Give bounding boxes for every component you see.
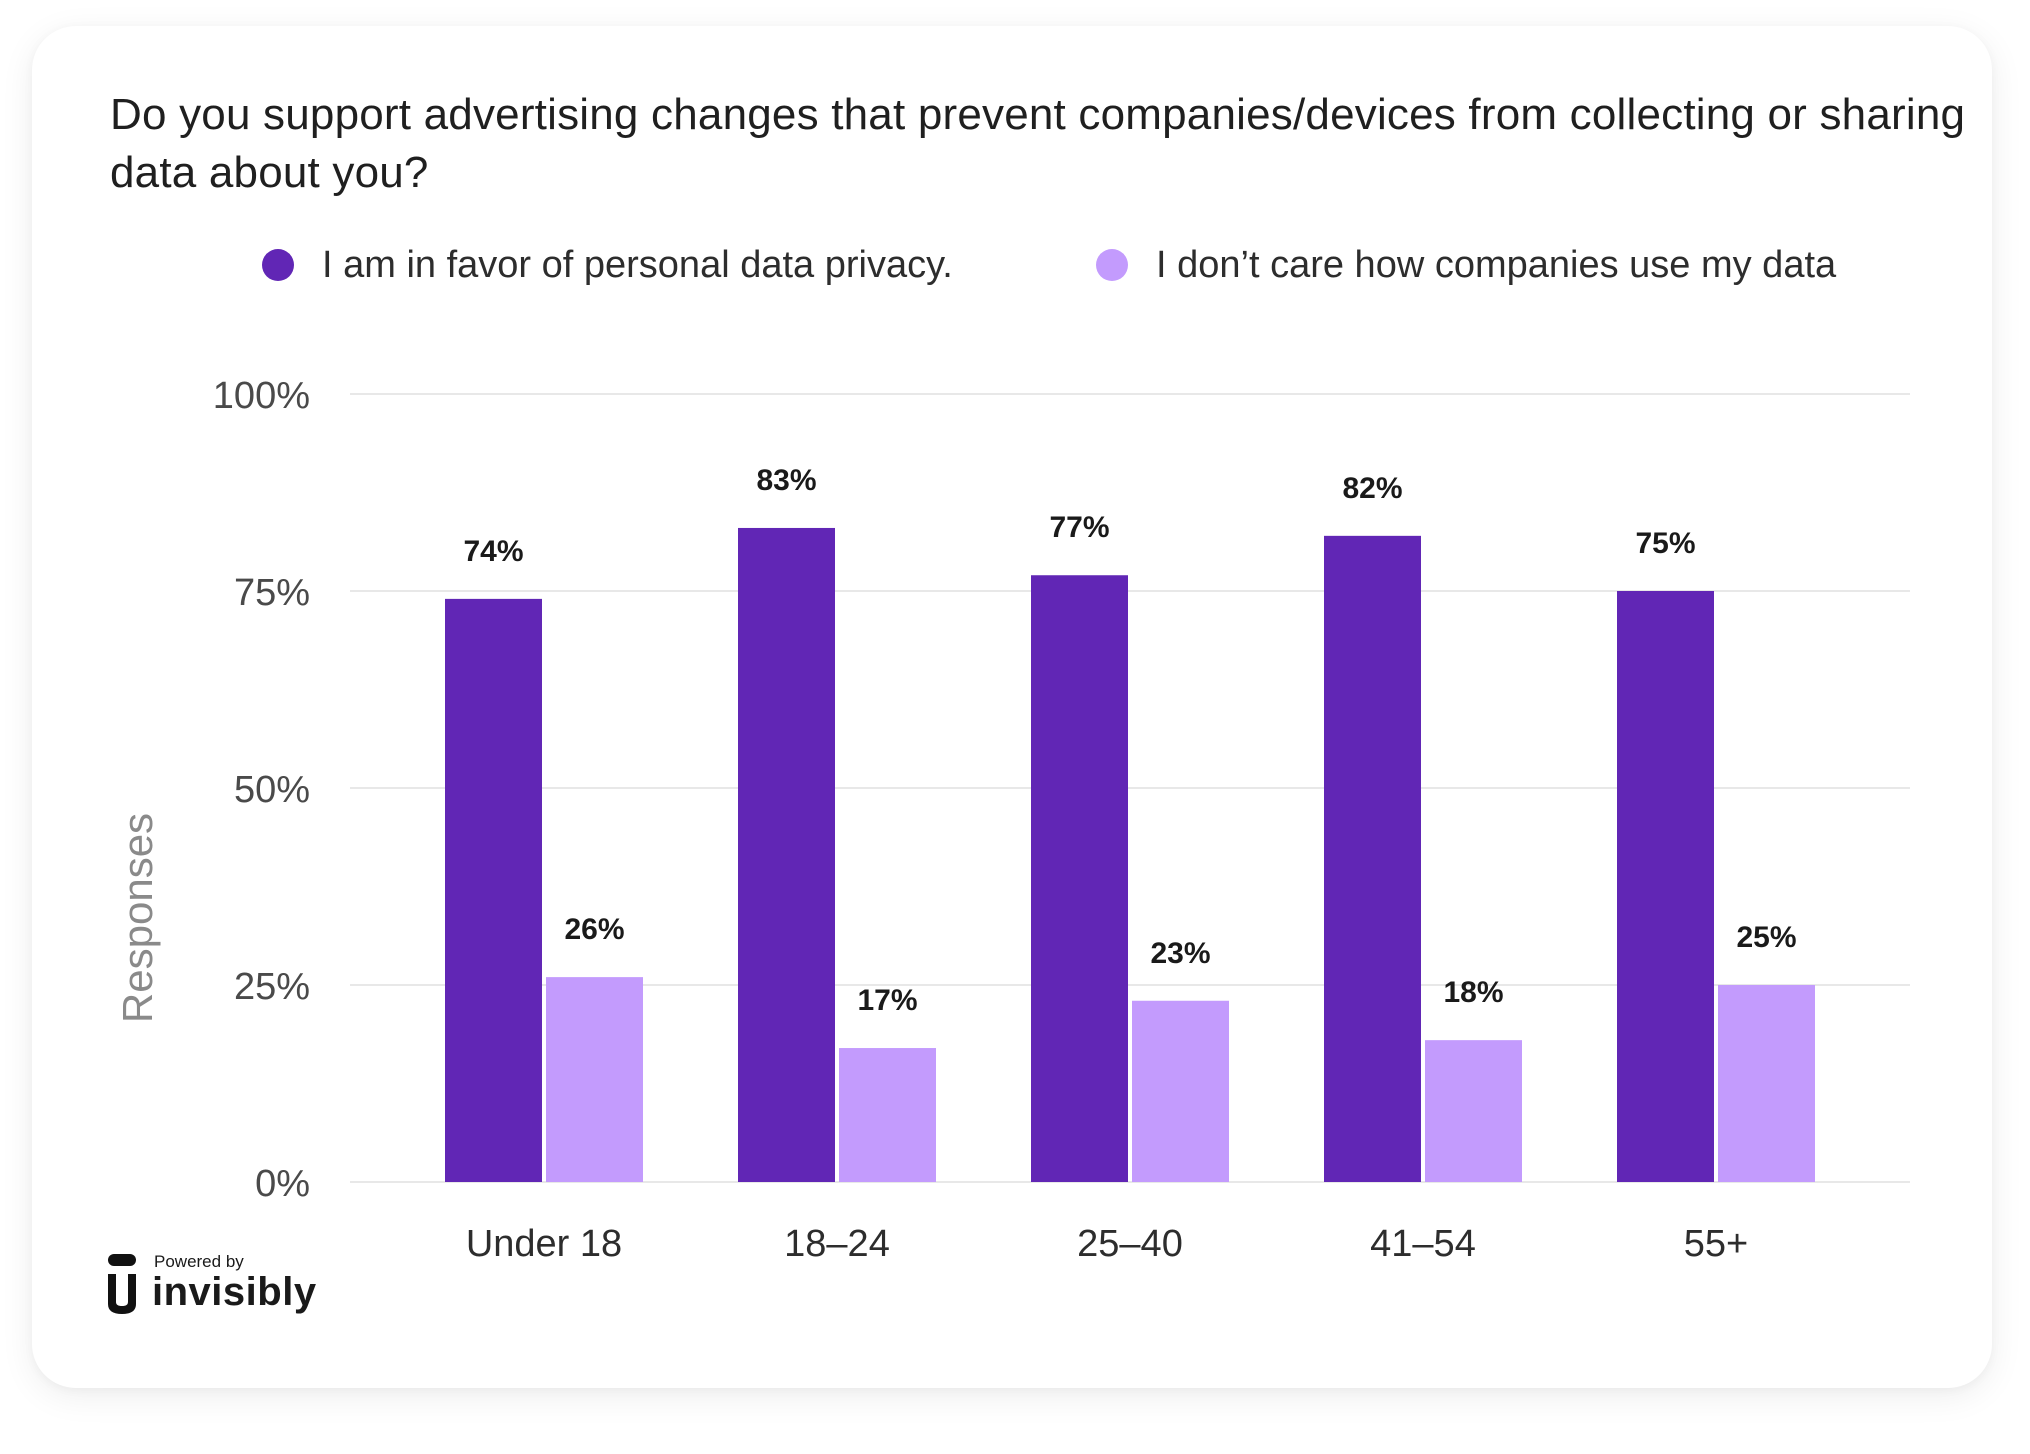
invisibly-logo: Powered by invisibly [108,1252,328,1324]
data-label: 75% [1635,527,1695,560]
data-label: 17% [857,984,917,1017]
legend-swatch-privacy [262,249,294,281]
data-label: 26% [564,913,624,946]
legend-label-privacy: I am in favor of personal data privacy. [322,243,953,286]
bar [1617,591,1714,1182]
chart-legend: I am in favor of personal data privacy. … [0,240,2030,290]
bar [445,598,542,1182]
data-label: 18% [1443,976,1503,1009]
bar [1324,535,1421,1182]
legend-item-privacy: I am in favor of personal data privacy. [262,240,953,290]
y-tick-label: 0% [255,1163,310,1205]
legend-swatch-dont-care [1096,249,1128,281]
bar [1718,985,1815,1182]
data-label: 83% [756,464,816,497]
x-tick-label: 18–24 [784,1223,890,1265]
y-tick-label: 25% [234,966,310,1008]
data-label: 82% [1342,472,1402,505]
bar [839,1048,936,1182]
bar [1031,575,1128,1182]
y-tick-label: 75% [234,572,310,614]
x-tick-label: 41–54 [1370,1223,1476,1265]
chart-title: Do you support advertising changes that … [110,90,1966,197]
bar [546,977,643,1182]
data-label: 74% [463,535,523,568]
bar [738,527,835,1182]
legend-item-dont-care: I don’t care how companies use my data [1096,240,1836,290]
bar [1132,1000,1229,1182]
data-label: 25% [1736,921,1796,954]
brand-name: invisibly [152,1270,317,1314]
data-label: 23% [1150,937,1210,970]
x-tick-label: Under 18 [466,1223,622,1265]
invisibly-logo-icon [108,1254,136,1314]
y-axis-label: Responses [114,813,161,1023]
x-tick-label: 25–40 [1077,1223,1183,1265]
y-tick-label: 50% [234,769,310,811]
x-tick-label: 55+ [1684,1223,1748,1265]
y-tick-label: 100% [213,375,310,417]
powered-by-text: Powered by [154,1252,244,1271]
bar [1425,1040,1522,1182]
legend-label-dont-care: I don’t care how companies use my data [1156,243,1837,286]
data-label: 77% [1049,511,1109,544]
